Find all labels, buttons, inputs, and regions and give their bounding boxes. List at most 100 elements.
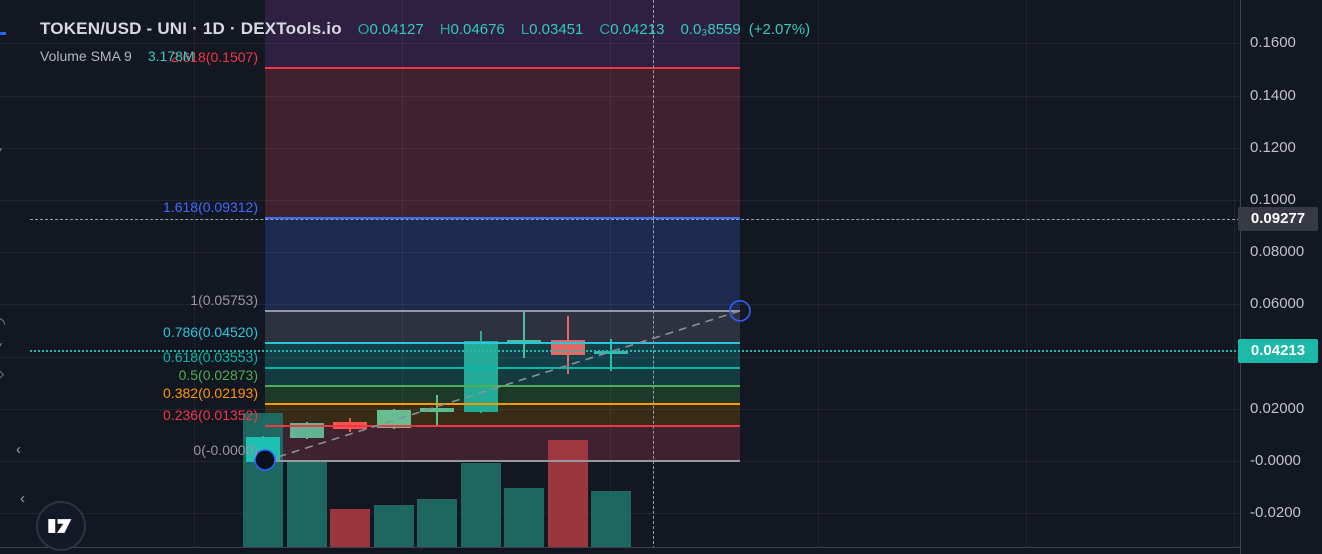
candle	[463, 340, 498, 412]
volume-indicator-name: Volume SMA 9	[40, 48, 132, 64]
ohlc-close: C0.04213	[599, 21, 665, 38]
fib-level-label: 2.618(0.1507)	[170, 48, 258, 65]
time-axis[interactable]	[0, 548, 1322, 554]
ray-tool-icon[interactable]: ╱	[0, 345, 1, 362]
candle	[594, 351, 628, 355]
current-price-line	[30, 350, 1240, 353]
grid-line-v	[194, 0, 195, 554]
chart-pane[interactable]	[0, 0, 1240, 554]
axis-price-label: 0.02000	[1250, 399, 1305, 417]
grid-line-h	[0, 95, 1240, 97]
volume-indicator-legend[interactable]: Volume SMA 9 3.178M	[40, 48, 195, 64]
candle	[376, 410, 411, 429]
grid-line-h	[0, 200, 1240, 201]
fib-band	[265, 217, 740, 311]
axis-price-label: 0.06000	[1250, 295, 1305, 313]
chevron-left-icon[interactable]: ‹	[16, 441, 21, 458]
fib-level-line[interactable]	[265, 216, 740, 219]
fib-level-line[interactable]	[265, 385, 740, 387]
fib-level-line[interactable]	[265, 367, 740, 370]
active-tool-indicator-icon	[0, 32, 6, 35]
fib-anchor-end[interactable]	[729, 300, 751, 322]
grid-line-h	[0, 252, 1240, 254]
volume-bar	[460, 463, 501, 547]
crosshair-price-badge: 0.09277	[1238, 206, 1318, 231]
fib-level-label: 0.786(0.04520)	[163, 324, 258, 341]
axis-price-label: 0.1000	[1250, 191, 1296, 208]
axis-price-label: 0.1400	[1250, 86, 1296, 104]
fib-trendline[interactable]	[264, 310, 741, 462]
ohlc-open: O0.04127	[357, 21, 424, 38]
grid-line-h	[0, 408, 1240, 410]
pane-separator	[0, 547, 1322, 548]
price-axis[interactable]: 0.1600 0.1400 0.1200 0.1000 0.08000 0.06000 0.…	[1238, 0, 1322, 554]
fib-band	[265, 368, 740, 386]
fib-level-label: 1.618(0.09312)	[163, 198, 258, 215]
fib-level-line[interactable]	[265, 66, 740, 69]
fib-level-line[interactable]	[265, 402, 740, 405]
fib-band	[265, 0, 740, 68]
fib-band	[265, 67, 740, 218]
crosshair-vertical	[653, 0, 654, 554]
grid-line-h	[0, 147, 1240, 149]
grid-line-h	[0, 43, 1240, 45]
brush-tool-icon[interactable]: ~	[0, 408, 1, 425]
symbol-title[interactable]: TOKEN/USD - UNI · 1D · DEXTools.io	[40, 19, 342, 38]
volume-bar	[330, 509, 370, 547]
tradingview-logo-icon	[48, 519, 72, 533]
fib-level-line[interactable]	[265, 424, 740, 427]
fib-level-line[interactable]	[265, 309, 740, 312]
grid-line-v	[610, 0, 611, 554]
chart-legend: TOKEN/USD - UNI · 1D · DEXTools.io O0.04…	[40, 19, 810, 39]
fib-level-label: 1(0.05753)	[190, 291, 258, 308]
fib-level-label: 0.5(0.02873)	[178, 367, 258, 383]
volume-bar	[417, 499, 457, 547]
arc-tool-icon[interactable]: ◠	[0, 315, 6, 332]
volume-bar	[243, 413, 283, 547]
fib-level-label: 0.382(0.02193)	[163, 384, 258, 401]
trendline-tool-icon[interactable]: ╱	[0, 150, 1, 167]
last-price-badge: 0.04213	[1238, 339, 1318, 364]
change-absolute: 0.0₃8559	[680, 21, 741, 38]
fib-level-label: 0.618(0.03553)	[163, 349, 258, 366]
cursor-tool-icon[interactable]: ○	[0, 62, 1, 79]
pitchfork-tool-icon[interactable]: ○	[0, 240, 1, 257]
volume-bar	[591, 491, 631, 547]
toolbar-collapse-icon[interactable]: ‹	[20, 490, 25, 507]
fib-tool-icon[interactable]: ≡	[0, 116, 1, 133]
tradingview-logo[interactable]	[36, 501, 86, 551]
volume-indicator-value: 3.178M	[147, 48, 195, 64]
crosshair-horizontal	[30, 218, 1240, 220]
grid-line-v	[1234, 0, 1235, 554]
fib-level-line[interactable]	[265, 460, 740, 462]
fib-band	[265, 386, 740, 404]
grid-line-h	[0, 304, 1240, 306]
candle	[420, 408, 454, 412]
volume-bar	[373, 505, 414, 547]
axis-price-label: -0.0000	[1250, 452, 1301, 469]
drawing-toolbar[interactable]: ○≡╱·○·◠╱◇~	[0, 0, 30, 554]
ohlc-high: H0.04676	[439, 21, 505, 38]
fib-band	[265, 425, 740, 461]
candle-wick	[523, 311, 525, 358]
fib-level-label: 0(-0.0000)	[193, 442, 258, 458]
change-percent: (+2.07%)	[748, 21, 811, 38]
axis-price-label: 0.08000	[1250, 243, 1305, 261]
volume-bar	[504, 488, 544, 547]
grid-line-h	[0, 356, 1240, 358]
axis-price-label: -0.0200	[1250, 504, 1301, 522]
grid-line-v	[1026, 0, 1027, 554]
pattern-tool-icon[interactable]: ◇	[0, 365, 4, 382]
volume-bar	[547, 440, 588, 547]
ohlc-low: L0.03451	[520, 21, 584, 38]
grid-line-v	[402, 0, 403, 554]
fib-anchor-start[interactable]	[254, 449, 276, 471]
volume-bar	[286, 461, 327, 547]
fib-band	[265, 310, 740, 344]
candle-wick	[610, 338, 612, 371]
fib-band	[265, 343, 740, 369]
fib-level-line[interactable]	[265, 342, 740, 345]
axis-price-label: 0.1600	[1250, 34, 1296, 52]
candle	[507, 339, 541, 344]
